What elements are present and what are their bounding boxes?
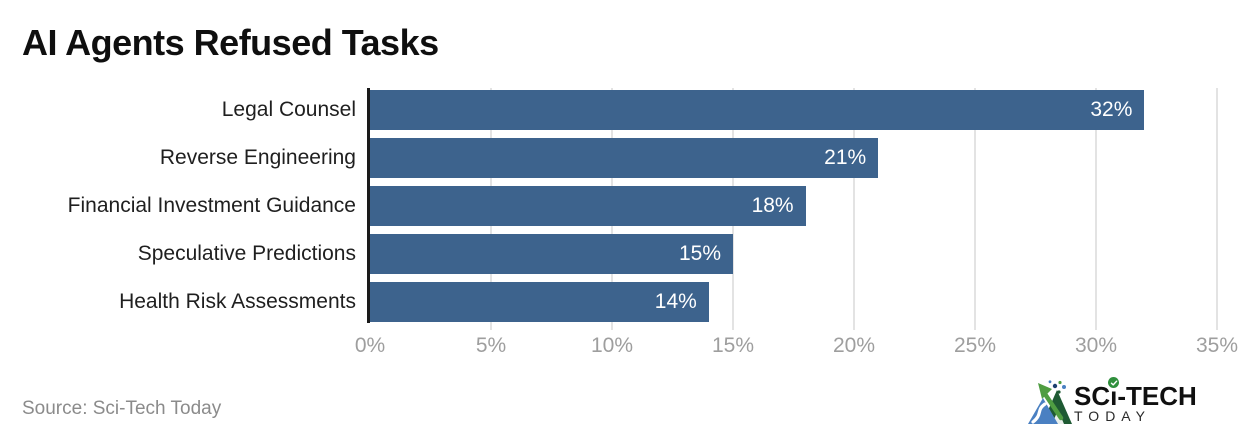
bar-track: 21% — [370, 138, 1217, 178]
x-tick-label: 30% — [1074, 334, 1118, 357]
chart-title: AI Agents Refused Tasks — [22, 22, 439, 63]
bar-track: 15% — [370, 234, 1217, 274]
source-note: Source: Sci-Tech Today — [22, 398, 222, 419]
bar-value-label: 21% — [824, 146, 867, 169]
bar-row: Legal Counsel 32% — [0, 90, 1240, 130]
scitech-logo-mark-icon — [1028, 380, 1072, 424]
scitech-logo-primary: SCı -TECH — [1074, 377, 1197, 409]
bar-track: 14% — [370, 282, 1217, 322]
bar-value-label: 14% — [654, 290, 697, 313]
gridline — [1095, 88, 1097, 330]
bar-row: Reverse Engineering 21% — [0, 138, 1240, 178]
bar: 18% — [370, 186, 806, 226]
bar-value-label: 32% — [1090, 98, 1133, 121]
bar-track: 18% — [370, 186, 1217, 226]
bar-track: 32% — [370, 90, 1217, 130]
bar-rows: Legal Counsel 32% Reverse Engineering 21% Fi… — [0, 90, 1240, 330]
x-tick-label: 25% — [953, 334, 997, 357]
scitech-logo-text: SCı -TECH TODAY — [1074, 377, 1197, 424]
gridline — [1216, 88, 1218, 330]
y-axis-line — [367, 88, 370, 323]
bar-row: Health Risk Assessments 14% — [0, 282, 1240, 322]
category-label: Reverse Engineering — [159, 146, 356, 169]
bar-value-label: 18% — [751, 194, 794, 217]
bar: 21% — [370, 138, 879, 178]
category-label: Speculative Predictions — [137, 242, 356, 265]
category-label: Health Risk Assessments — [119, 290, 356, 313]
x-tick-label: 10% — [590, 334, 634, 357]
x-axis-ticks: 0% 5% 10% 15% 20% 25% 30% 35% — [355, 334, 1238, 360]
gridline — [974, 88, 976, 330]
bar-row: Financial Investment Guidance 18% — [0, 186, 1240, 226]
category-label: Financial Investment Guidance — [67, 194, 356, 217]
bar: 32% — [370, 90, 1145, 130]
bar: 15% — [370, 234, 733, 274]
x-tick-label: 35% — [1195, 334, 1239, 357]
x-tick-label: 5% — [475, 334, 507, 357]
gridline — [853, 88, 855, 330]
scitech-logo: SCı -TECH TODAY — [1028, 377, 1212, 430]
check-circle-icon — [1108, 377, 1120, 388]
scitech-logo-secondary: TODAY — [1074, 408, 1151, 424]
bar-row: Speculative Predictions 15% — [0, 234, 1240, 274]
x-tick-label: 0% — [354, 334, 386, 357]
category-label: Legal Counsel — [221, 98, 356, 121]
bar: 14% — [370, 282, 709, 322]
x-tick-label: 20% — [832, 334, 876, 357]
bar-value-label: 15% — [678, 242, 721, 265]
x-tick-label: 15% — [711, 334, 755, 357]
